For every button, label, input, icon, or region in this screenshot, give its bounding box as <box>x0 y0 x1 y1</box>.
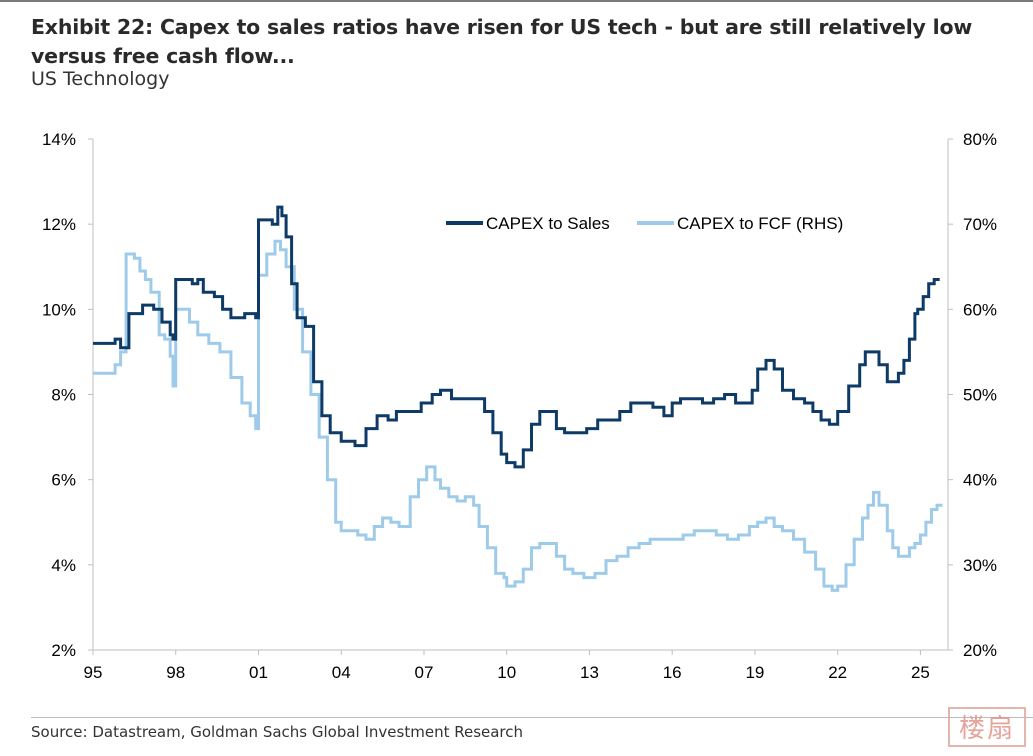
series-layer <box>93 205 943 592</box>
x-tick-label: 16 <box>663 663 682 682</box>
page-title: Exhibit 22: Capex to sales ratios have r… <box>31 15 973 68</box>
x-tick-label: 10 <box>497 663 516 682</box>
x-tick-label: 19 <box>745 663 764 682</box>
source-note: Source: Datastream, Goldman Sachs Global… <box>31 723 524 741</box>
top-rule <box>0 0 1033 2</box>
legend-item-capex-to-sales-label: CAPEX to Sales <box>486 214 610 233</box>
y-left-tick-label: 12% <box>42 215 76 234</box>
x-tick-label: 04 <box>332 663 351 682</box>
watermark-stamp: 楼扇 <box>948 707 1026 747</box>
legend: CAPEX to Sales CAPEX to FCF (RHS) <box>446 214 843 233</box>
y-left-tick-label: 10% <box>42 300 76 319</box>
y-left-tick-label: 8% <box>51 386 76 405</box>
x-tick-label: 22 <box>828 663 847 682</box>
y-right-tick-label: 70% <box>963 215 997 234</box>
y-right-tick-label: 60% <box>963 300 997 319</box>
x-tick-label: 01 <box>249 663 268 682</box>
y-left-tick-label: 4% <box>51 556 76 575</box>
bottom-rule <box>31 717 1033 718</box>
y-right-tick-label: 80% <box>963 130 997 149</box>
y-right-tick-label: 20% <box>963 641 997 660</box>
x-tick-label: 07 <box>415 663 434 682</box>
y-right-tick-label: 30% <box>963 556 997 575</box>
chart: 2% 4% 6% 8% 10% 12% 14% 20% 30% 40% 50% 60% 70% 80% 95… <box>42 130 997 682</box>
series-line-capex-to-sales <box>93 205 940 469</box>
y-right-tick-label: 50% <box>963 386 997 405</box>
y-left-tick-label: 6% <box>51 471 76 490</box>
y-left-tick-label: 14% <box>42 130 76 149</box>
series-line-capex-to-fcf <box>93 239 943 592</box>
x-tick-label: 13 <box>580 663 599 682</box>
legend-item-capex-to-fcf-label: CAPEX to FCF (RHS) <box>677 214 843 233</box>
x-tick-label: 25 <box>911 663 930 682</box>
axes: 2% 4% 6% 8% 10% 12% 14% 20% 30% 40% 50% 60% 70% 80% 95… <box>42 130 997 682</box>
x-tick-label: 95 <box>84 663 103 682</box>
page-subtitle: US Technology <box>31 68 170 90</box>
x-tick-label: 98 <box>166 663 185 682</box>
y-right-tick-label: 40% <box>963 471 997 490</box>
y-left-tick-label: 2% <box>51 641 76 660</box>
